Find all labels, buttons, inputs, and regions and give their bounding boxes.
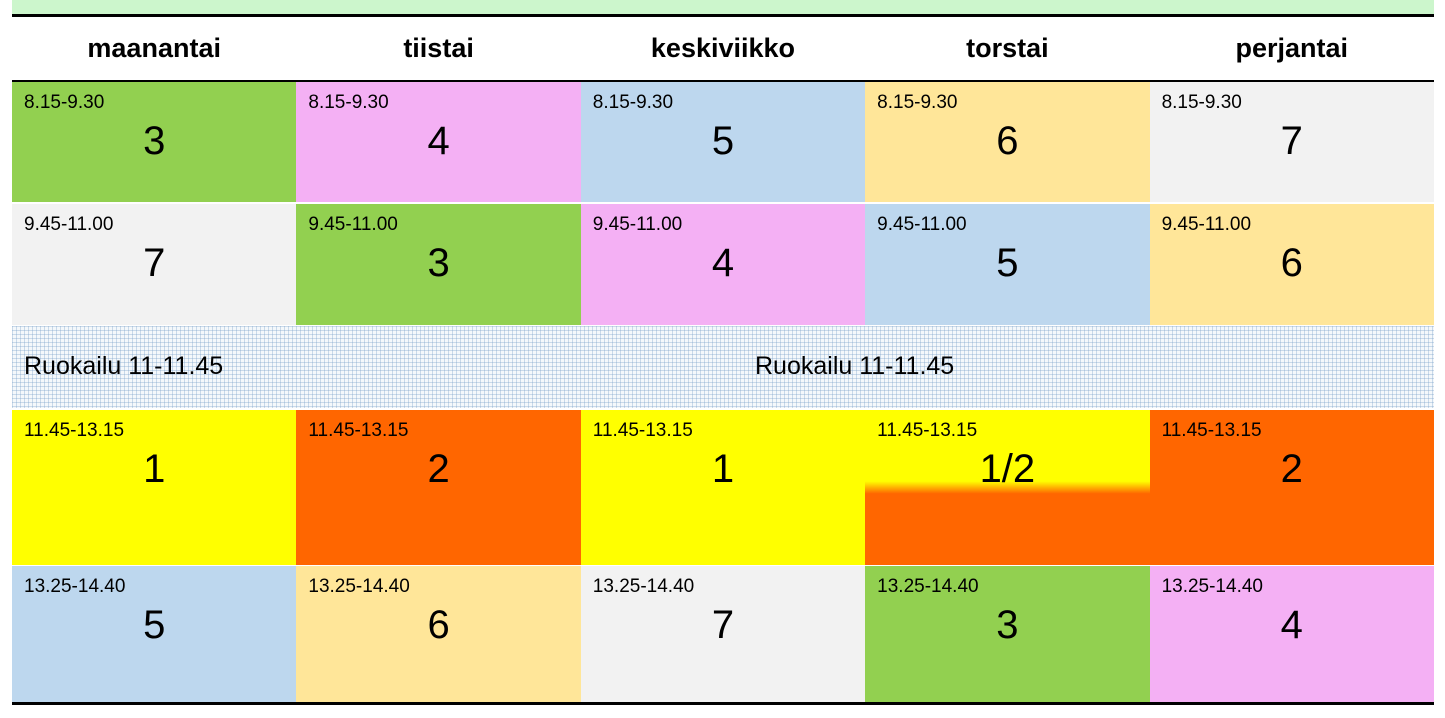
group-number: 5 bbox=[711, 119, 735, 163]
day-header-row: maanantai tiistai keskiviikko torstai pe… bbox=[12, 17, 1434, 80]
lesson-time: 11.45-13.15 bbox=[1161, 420, 1262, 441]
lesson-time: 8.15-9.30 bbox=[877, 92, 958, 113]
lesson-time: 13.25-14.40 bbox=[308, 576, 410, 597]
lesson-cell: 11.45-13.15 1 bbox=[580, 410, 866, 565]
lesson-cell: 8.15-9.30 3 bbox=[12, 82, 297, 202]
lesson-time: 9.45-11.00 bbox=[24, 214, 114, 235]
lesson-cell: 8.15-9.30 5 bbox=[580, 82, 866, 202]
group-number: 4 bbox=[1280, 603, 1303, 647]
lesson-cell: 9.45-11.00 5 bbox=[865, 204, 1150, 325]
lesson-row-4: 13.25-14.40 5 13.25-14.40 6 13.25-14.40 … bbox=[12, 566, 1434, 702]
lesson-cell: 8.15-9.30 7 bbox=[1149, 82, 1434, 202]
group-number: 1/2 bbox=[979, 447, 1036, 491]
header-rule bbox=[12, 80, 1434, 82]
lesson-time: 8.15-9.30 bbox=[24, 92, 105, 113]
lesson-time: 9.45-11.00 bbox=[877, 214, 967, 235]
day-header-thursday: torstai bbox=[966, 33, 1049, 63]
lesson-time: 8.15-9.30 bbox=[592, 92, 674, 113]
lesson-time: 8.15-9.30 bbox=[308, 92, 389, 113]
lesson-time: 9.45-11.00 bbox=[1161, 214, 1252, 235]
lesson-cell: 9.45-11.00 3 bbox=[296, 204, 581, 325]
group-number: 7 bbox=[711, 603, 735, 647]
lesson-time: 11.45-13.15 bbox=[24, 420, 125, 441]
group-number: 3 bbox=[427, 241, 450, 285]
day-header-tuesday: tiistai bbox=[403, 33, 474, 63]
lesson-time: 13.25-14.40 bbox=[24, 576, 126, 597]
lesson-time: 9.45-11.00 bbox=[592, 214, 683, 235]
lesson-cell: 11.45-13.15 2 bbox=[1149, 410, 1434, 565]
top-rule bbox=[12, 14, 1434, 17]
day-header-monday: maanantai bbox=[87, 33, 221, 63]
lesson-cell: 9.45-11.00 7 bbox=[12, 204, 297, 325]
group-number: 6 bbox=[1280, 241, 1303, 285]
lesson-cell: 13.25-14.40 7 bbox=[580, 566, 866, 702]
lesson-time: 13.25-14.40 bbox=[592, 576, 695, 597]
lesson-cell: 9.45-11.00 4 bbox=[580, 204, 866, 325]
group-number: 7 bbox=[143, 241, 166, 285]
lesson-row-1: 8.15-9.30 3 8.15-9.30 4 8.15-9.30 5 8.15… bbox=[12, 82, 1434, 202]
lesson-row-3: 11.45-13.15 1 11.45-13.15 2 11.45-13.15 … bbox=[12, 410, 1434, 565]
lesson-cell: 8.15-9.30 4 bbox=[296, 82, 581, 202]
lunch-label-left: Ruokailu 11-11.45 bbox=[24, 352, 224, 380]
group-number: 5 bbox=[996, 241, 1019, 285]
group-number: 5 bbox=[143, 603, 166, 647]
lesson-time: 8.15-9.30 bbox=[1161, 92, 1242, 113]
group-number: 7 bbox=[1280, 119, 1303, 163]
lesson-row-2: 9.45-11.00 7 9.45-11.00 3 9.45-11.00 4 9… bbox=[12, 204, 1434, 325]
lesson-time: 13.25-14.40 bbox=[877, 576, 979, 597]
group-number: 6 bbox=[996, 119, 1019, 163]
day-header-wednesday: keskiviikko bbox=[650, 33, 796, 63]
lesson-cell: 8.15-9.30 6 bbox=[865, 82, 1150, 202]
top-color-band bbox=[12, 0, 1434, 15]
lesson-cell: 13.25-14.40 5 bbox=[12, 566, 297, 702]
lesson-cell: 13.25-14.40 4 bbox=[1149, 566, 1434, 702]
bottom-rule bbox=[12, 702, 1434, 705]
lesson-time: 9.45-11.00 bbox=[308, 214, 398, 235]
lesson-time: 13.25-14.40 bbox=[1161, 576, 1263, 597]
lesson-cell: 11.45-13.15 2 bbox=[296, 410, 581, 565]
group-number: 4 bbox=[427, 119, 450, 163]
group-number: 3 bbox=[143, 119, 166, 163]
lesson-cell: 13.25-14.40 3 bbox=[865, 566, 1150, 702]
lesson-cell: 9.45-11.00 6 bbox=[1149, 204, 1434, 325]
lesson-time: 11.45-13.15 bbox=[592, 420, 693, 441]
lesson-time: 11.45-13.15 bbox=[877, 420, 978, 441]
lesson-cell: 11.45-13.15 1 bbox=[12, 410, 297, 565]
lesson-cell-split: 11.45-13.15 1/2 bbox=[865, 410, 1150, 565]
lunch-band: Ruokailu 11-11.45 Ruokailu 11-11.45 bbox=[12, 326, 1434, 408]
group-number: 2 bbox=[1280, 447, 1303, 491]
lunch-label-center: Ruokailu 11-11.45 bbox=[755, 352, 955, 380]
lesson-time: 11.45-13.15 bbox=[308, 420, 409, 441]
group-number: 6 bbox=[427, 603, 450, 647]
group-number: 2 bbox=[427, 447, 450, 491]
group-number: 1 bbox=[143, 447, 166, 491]
day-header-friday: perjantai bbox=[1235, 33, 1349, 63]
group-number: 4 bbox=[711, 241, 735, 285]
group-number: 3 bbox=[996, 603, 1019, 647]
group-number: 1 bbox=[711, 447, 735, 491]
lesson-cell: 13.25-14.40 6 bbox=[296, 566, 581, 702]
